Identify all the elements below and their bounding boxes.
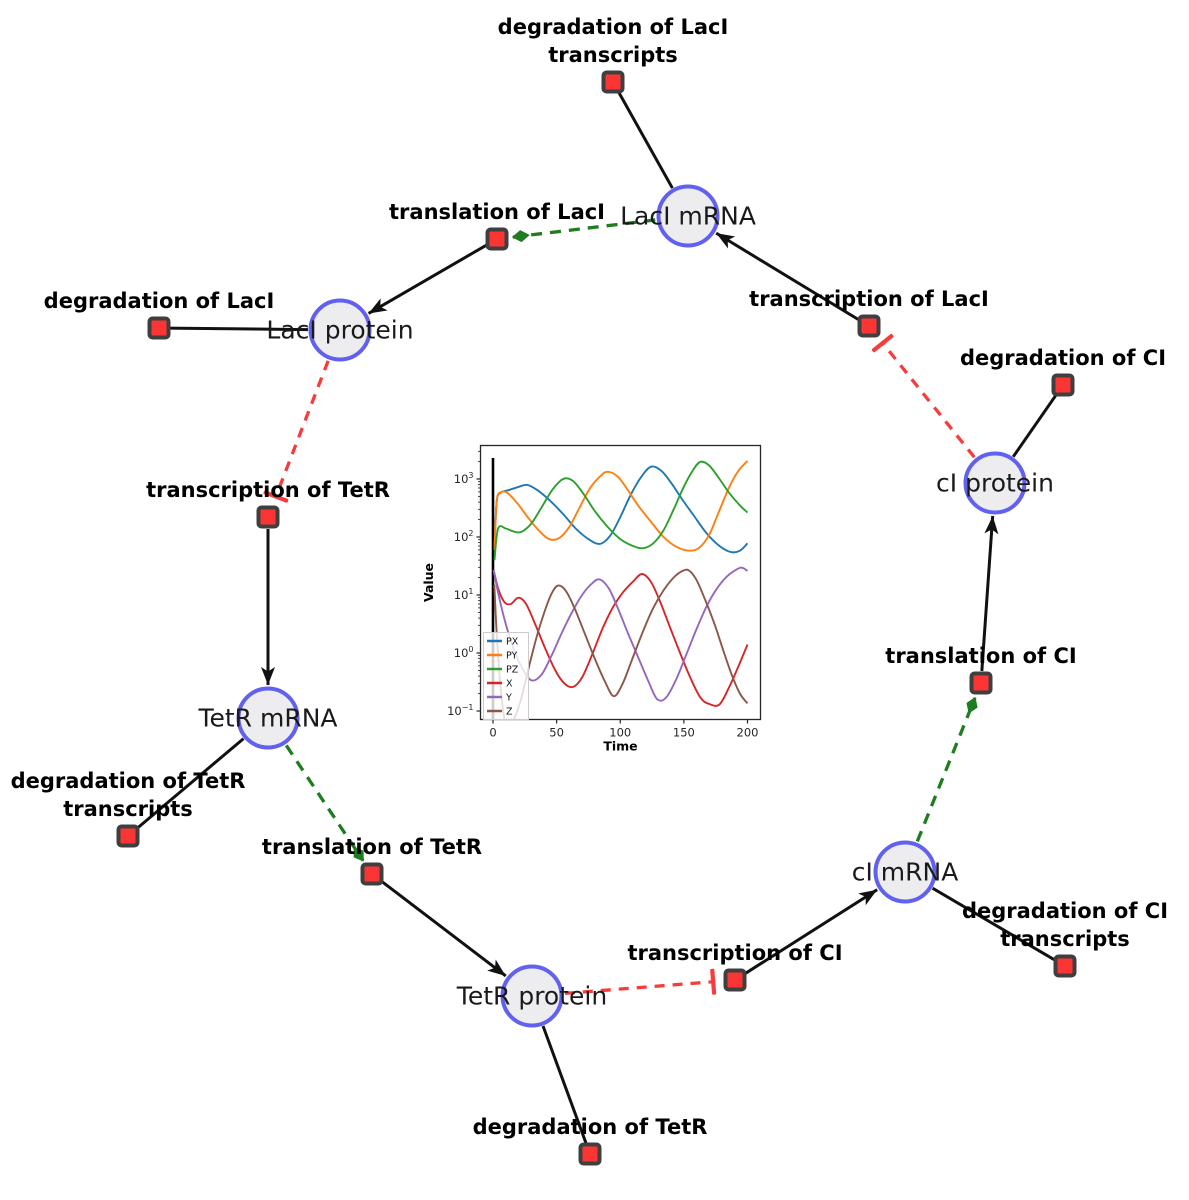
x-tick-label: 100 — [609, 726, 631, 740]
y-tick-label: 10−1 — [447, 703, 473, 718]
reaction-node-tc_tetr — [256, 505, 280, 529]
reaction-label-tl_tetr: translation of TetR — [261, 835, 483, 859]
legend-label-PX: PX — [506, 637, 519, 648]
reaction-label-tc_laci: transcription of LacI — [749, 287, 989, 311]
reaction-label-deg_laci_tx: degradation of LacI transcripts — [497, 15, 729, 67]
edge-inhibition-ci_protein-tc_laci — [871, 333, 976, 459]
legend-label-Y: Y — [505, 693, 512, 704]
reaction-label-deg_tetr_tx: degradation of TetR transcripts — [10, 769, 246, 821]
reaction-label-deg_ci_tx: degradation of CI transcripts — [961, 899, 1169, 951]
chart-legend: PX PY PZ XYZ — [483, 632, 529, 720]
x-tick-label: 50 — [549, 726, 564, 740]
species-node-ci_mrna — [873, 840, 937, 904]
y-tick-label: 103 — [454, 471, 474, 486]
edge-modifier-ci_mrna-tl_ci — [915, 696, 978, 842]
edge-production-tc_ci-ci_mrna — [744, 888, 878, 975]
species-node-laci_mrna — [656, 184, 720, 248]
legend-label-X: X — [506, 679, 513, 690]
reaction-label-tl_ci: translation of CI — [885, 644, 1077, 668]
species-label-tetr_protein: TetR protein — [456, 981, 608, 1011]
reaction-node-deg_tetr — [578, 1142, 602, 1166]
reaction-label-tc_ci: transcription of CI — [627, 941, 843, 965]
series-X — [492, 569, 749, 707]
reaction-node-tl_ci — [969, 671, 993, 695]
y-tick-label: 100 — [454, 645, 474, 660]
x-tick-label: 200 — [737, 726, 759, 740]
species-node-tetr_mrna — [236, 686, 300, 750]
species-node-tetr_protein — [500, 964, 564, 1028]
edge-production-tl_ci-ci_protein — [980, 515, 999, 672]
reaction-label-deg_laci: degradation of LacI — [43, 289, 275, 313]
legend-label-PY: PY — [506, 651, 518, 662]
y-tick-label: 102 — [454, 529, 474, 544]
reaction-label-deg_ci: degradation of CI — [959, 346, 1167, 370]
reaction-label-tl_laci: translation of LacI — [389, 200, 605, 224]
edge-consumption-laci_mrna-deg_laci_tx — [615, 88, 674, 189]
edge-consumption-tetr_mrna-deg_tetr_tx — [133, 737, 245, 832]
edge-modifier-tetr_mrna-tl_tetr — [284, 744, 365, 862]
chart-ylabel: Value — [421, 563, 436, 602]
reaction-node-tl_laci — [485, 227, 509, 251]
species-label-laci_mrna: LacI mRNA — [620, 201, 756, 231]
edge-consumption-tetr_protein-deg_tetr — [541, 1025, 589, 1148]
species-label-ci_mrna: cI mRNA — [851, 857, 959, 887]
x-tick-label: 150 — [673, 726, 695, 740]
edge-consumption-laci_protein-deg_laci — [166, 326, 309, 332]
species-label-tetr_mrna: TetR mRNA — [198, 703, 338, 733]
legend-box — [483, 632, 529, 720]
species-node-laci_protein — [308, 298, 372, 362]
reaction-node-tl_tetr — [360, 862, 384, 886]
series-PY — [493, 460, 749, 552]
reaction-node-deg_tetr_tx — [116, 824, 140, 848]
edge-inhibition-laci_protein-tc_tetr — [263, 360, 330, 503]
chart-xlabel: Time — [603, 739, 637, 754]
reaction-node-deg_laci — [147, 316, 171, 340]
reaction-node-tc_ci — [723, 968, 747, 992]
reaction-label-deg_tetr: degradation of TetR — [472, 1115, 708, 1139]
species-node-ci_protein — [963, 451, 1027, 515]
reaction-node-deg_laci_tx — [601, 70, 625, 94]
y-tick-label: 101 — [454, 587, 474, 602]
edge-production-tl_laci-laci_protein — [367, 243, 488, 315]
series-PZ — [493, 460, 749, 561]
species-label-ci_protein: cI protein — [936, 468, 1054, 498]
series-PX — [493, 465, 749, 554]
reaction-label-tc_tetr: transcription of TetR — [146, 478, 390, 502]
edge-modifier-laci_mrna-tl_laci — [511, 218, 656, 243]
legend-label-PZ: PZ — [506, 665, 519, 676]
reaction-node-tc_laci — [857, 314, 881, 338]
edge-production-tl_tetr-tetr_protein — [380, 880, 507, 978]
reaction-node-deg_ci — [1051, 373, 1075, 397]
edge-production-tc_laci-laci_mrna — [715, 231, 860, 322]
reaction-node-deg_ci_tx — [1053, 954, 1077, 978]
x-tick-label: 0 — [489, 726, 496, 740]
edge-inhibition-tetr_protein-tc_ci — [564, 968, 717, 996]
edge-consumption-ci_mrna-deg_ci_tx — [931, 886, 1059, 964]
legend-label-Z: Z — [506, 707, 513, 718]
species-label-laci_protein: LacI protein — [266, 315, 414, 345]
edge-consumption-ci_protein-deg_ci — [1012, 390, 1060, 458]
